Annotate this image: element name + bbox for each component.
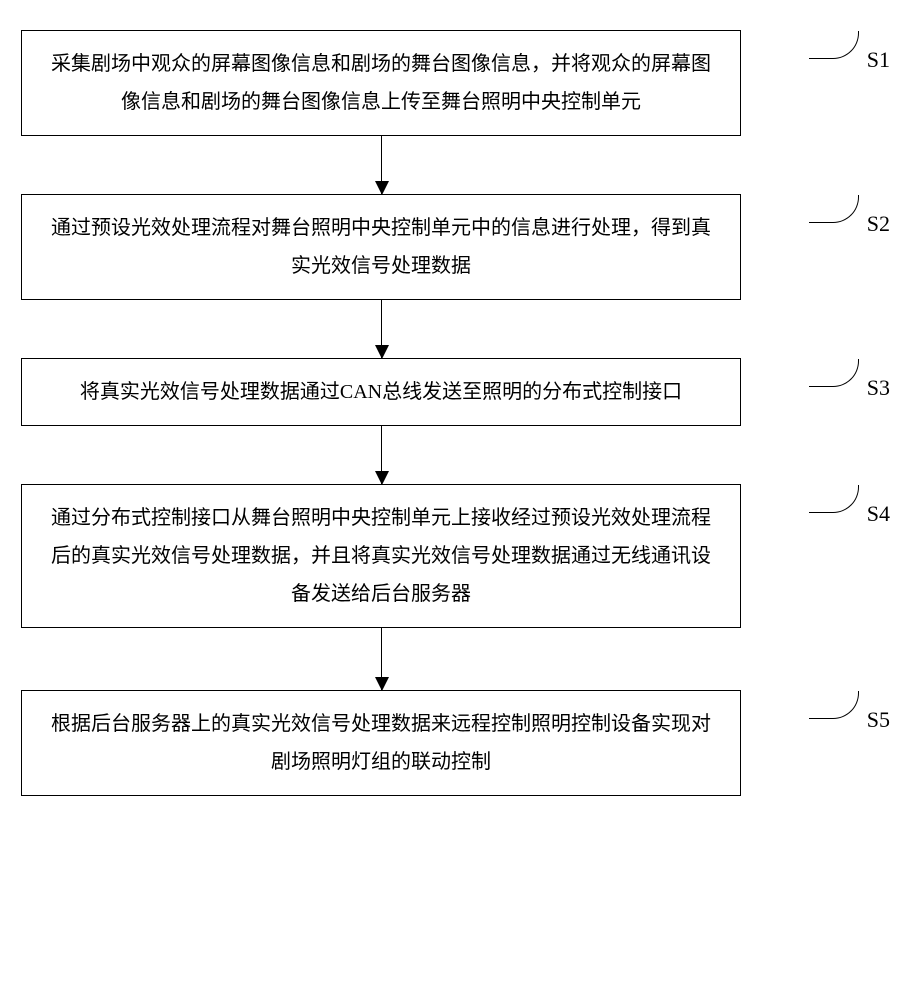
step-label-text: S5 <box>867 699 890 741</box>
arrow-container <box>21 300 741 358</box>
step-label-text: S3 <box>867 367 890 409</box>
arrow-container <box>21 628 741 690</box>
step-text: 根据后台服务器上的真实光效信号处理数据来远程控制照明控制设备实现对剧场照明灯组的… <box>51 713 711 773</box>
flow-arrow <box>381 426 382 484</box>
step-label-text: S4 <box>867 493 890 535</box>
step-box-s2: 通过预设光效处理流程对舞台照明中央控制单元中的信息进行处理，得到真实光效信号处理… <box>21 194 741 300</box>
step-text: 将真实光效信号处理数据通过CAN总线发送至照明的分布式控制接口 <box>80 381 682 403</box>
connector-curve <box>809 485 859 513</box>
step-label-connector: S3 <box>809 367 890 409</box>
step-label-text: S2 <box>867 203 890 245</box>
step-label-text: S1 <box>867 39 890 81</box>
flow-arrow <box>381 628 382 690</box>
connector-curve <box>809 691 859 719</box>
step-box-s5: 根据后台服务器上的真实光效信号处理数据来远程控制照明控制设备实现对剧场照明灯组的… <box>21 690 741 796</box>
step-box-s3: 将真实光效信号处理数据通过CAN总线发送至照明的分布式控制接口 S3 <box>21 358 741 426</box>
flow-arrow <box>381 136 382 194</box>
step-label-connector: S2 <box>809 203 890 245</box>
connector-curve <box>809 31 859 59</box>
arrow-container <box>21 426 741 484</box>
connector-curve <box>809 195 859 223</box>
connector-curve <box>809 359 859 387</box>
step-text: 采集剧场中观众的屏幕图像信息和剧场的舞台图像信息，并将观众的屏幕图像信息和剧场的… <box>51 53 711 113</box>
step-box-s4: 通过分布式控制接口从舞台照明中央控制单元上接收经过预设光效处理流程后的真实光效信… <box>21 484 741 628</box>
step-text: 通过分布式控制接口从舞台照明中央控制单元上接收经过预设光效处理流程后的真实光效信… <box>51 507 711 605</box>
flow-arrow <box>381 300 382 358</box>
step-label-connector: S4 <box>809 493 890 535</box>
step-box-s1: 采集剧场中观众的屏幕图像信息和剧场的舞台图像信息，并将观众的屏幕图像信息和剧场的… <box>21 30 741 136</box>
step-label-connector: S5 <box>809 699 890 741</box>
flowchart-container: 采集剧场中观众的屏幕图像信息和剧场的舞台图像信息，并将观众的屏幕图像信息和剧场的… <box>21 30 901 796</box>
step-label-connector: S1 <box>809 39 890 81</box>
arrow-container <box>21 136 741 194</box>
step-text: 通过预设光效处理流程对舞台照明中央控制单元中的信息进行处理，得到真实光效信号处理… <box>51 217 711 277</box>
